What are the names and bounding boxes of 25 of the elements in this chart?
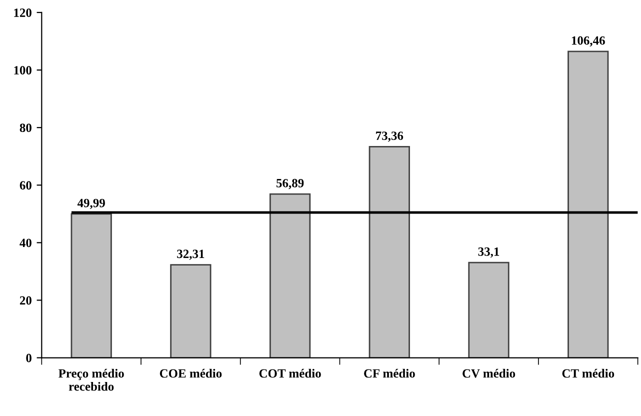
x-tick-label: CV médio <box>462 368 516 378</box>
y-tick-label: 100 <box>14 66 32 74</box>
y-tick-label: 120 <box>14 8 32 17</box>
y-tick-label: 40 <box>20 238 32 248</box>
bar <box>70 213 112 358</box>
bar <box>368 146 410 358</box>
data-label: 73,36 <box>376 132 404 142</box>
x-tick-label: Preço médio recebido <box>58 368 124 391</box>
y-tick-label: 80 <box>20 124 32 132</box>
x-tick-label: CF médio <box>364 368 415 378</box>
data-label: 49,99 <box>77 198 105 210</box>
x-tick-label: COT médio <box>259 368 321 378</box>
y-tick-label: 20 <box>20 296 32 305</box>
x-tick-label: CT médio <box>562 368 614 378</box>
bar <box>269 193 311 358</box>
data-label: 106,46 <box>572 36 605 47</box>
bar <box>468 262 510 358</box>
y-tick-label: 0 <box>26 354 32 362</box>
bar <box>170 264 212 358</box>
x-tick-label: COE médio <box>160 368 222 378</box>
y-tick-label: 60 <box>20 181 32 190</box>
data-label: 56,89 <box>276 178 304 190</box>
data-label: 32,31 <box>177 250 204 260</box>
bar <box>568 50 609 358</box>
data-label: 33,1 <box>478 247 500 258</box>
